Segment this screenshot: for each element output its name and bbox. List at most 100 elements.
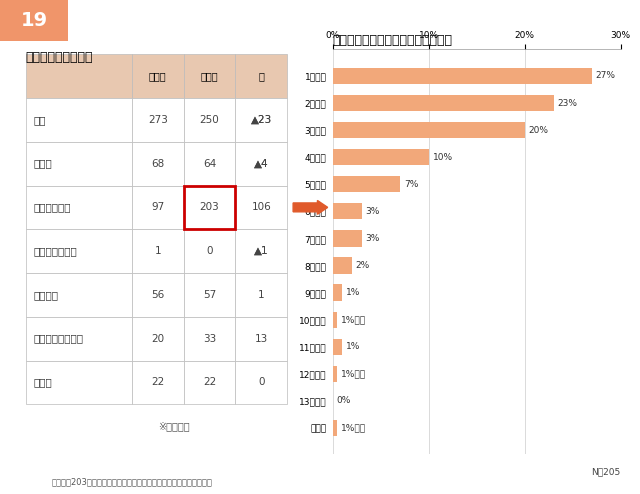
Text: 20%: 20%	[529, 125, 548, 134]
Text: 23%: 23%	[557, 98, 577, 108]
Bar	[132, 229, 184, 273]
Text: 0: 0	[258, 377, 264, 387]
Bar	[236, 98, 287, 142]
Text: 64: 64	[203, 159, 216, 168]
Bar	[333, 122, 525, 138]
Bar	[333, 203, 362, 219]
Bar	[26, 186, 132, 229]
Bar	[333, 149, 429, 165]
Text: 1%未満: 1%未満	[340, 315, 365, 324]
Text: 借り上げタクシー: 借り上げタクシー	[33, 333, 84, 344]
Bar	[184, 98, 236, 142]
Bar	[132, 142, 184, 186]
Text: ▲4: ▲4	[254, 159, 269, 168]
Text: 徒歩: 徒歩	[33, 115, 46, 125]
Text: 1%未満: 1%未満	[340, 423, 365, 432]
Bar	[132, 54, 184, 98]
Bar	[333, 366, 337, 382]
Bar	[26, 142, 132, 186]
Bar	[236, 54, 287, 98]
Bar	[333, 95, 554, 111]
Text: 統合前: 統合前	[149, 71, 166, 81]
Text: 250: 250	[200, 115, 220, 125]
Text: 27%: 27%	[596, 72, 616, 81]
Bar	[132, 361, 184, 404]
Bar	[333, 312, 337, 328]
Text: 3%: 3%	[365, 207, 380, 216]
Text: 3%: 3%	[365, 234, 380, 243]
Text: 22: 22	[151, 377, 164, 387]
Text: 自転車: 自転車	[33, 159, 52, 168]
Text: 19: 19	[20, 11, 47, 30]
Text: 1: 1	[258, 290, 264, 300]
Text: 13: 13	[255, 333, 268, 344]
Text: スクールポート: スクールポート	[33, 246, 77, 256]
Bar	[236, 361, 287, 404]
Bar	[236, 142, 287, 186]
Text: 2%: 2%	[356, 261, 370, 270]
Text: ※複数回答: ※複数回答	[158, 421, 190, 431]
Text: 56: 56	[151, 290, 164, 300]
Text: ▲4: ▲4	[254, 159, 269, 168]
Text: 0%: 0%	[337, 396, 351, 406]
Bar	[333, 420, 337, 436]
Text: 路線バス: 路線バス	[33, 290, 59, 300]
Bar	[26, 361, 132, 404]
Bar	[26, 54, 132, 98]
Bar	[333, 338, 342, 355]
Bar	[333, 285, 342, 301]
Text: N＝205: N＝205	[591, 467, 621, 476]
Text: ▲1: ▲1	[254, 246, 269, 256]
Bar	[0, 0, 68, 41]
Bar	[333, 230, 362, 247]
Bar	[26, 98, 132, 142]
Bar	[184, 273, 236, 317]
Bar	[184, 54, 236, 98]
Text: 設定されているスクールバス路線数: 設定されているスクールバス路線数	[333, 34, 453, 47]
Text: 統合に伴う通学手段の変化: 統合に伴う通学手段の変化	[80, 13, 189, 28]
Text: 統合前後の通学手段: 統合前後の通学手段	[26, 51, 93, 64]
Text: 1: 1	[154, 246, 161, 256]
Bar	[236, 273, 287, 317]
Bar	[333, 257, 352, 274]
Text: スクールバス: スクールバス	[33, 203, 71, 212]
Bar	[236, 317, 287, 361]
Text: 1%: 1%	[346, 288, 360, 297]
Text: ▲23: ▲23	[251, 115, 272, 125]
Bar	[333, 176, 400, 192]
Text: 差: 差	[259, 71, 264, 81]
Bar	[26, 273, 132, 317]
Bar	[236, 186, 287, 229]
Bar	[184, 142, 236, 186]
Text: 57: 57	[203, 290, 216, 300]
Bar	[184, 361, 236, 404]
Text: 68: 68	[151, 159, 164, 168]
Text: 1%: 1%	[346, 342, 360, 351]
Bar	[184, 229, 236, 273]
Text: ▲23: ▲23	[251, 115, 272, 125]
Text: 22: 22	[203, 377, 216, 387]
Text: ▲1: ▲1	[254, 246, 269, 256]
Text: 97: 97	[151, 203, 164, 212]
Bar	[132, 317, 184, 361]
Text: 20: 20	[151, 333, 164, 344]
Text: 10%: 10%	[433, 153, 452, 162]
Bar	[333, 68, 592, 84]
Bar	[184, 186, 236, 229]
Bar	[184, 186, 236, 229]
Bar	[132, 98, 184, 142]
Bar	[132, 186, 184, 229]
Text: 203: 203	[200, 203, 220, 212]
Bar	[184, 317, 236, 361]
Text: その他: その他	[33, 377, 52, 387]
Text: 1%未満: 1%未満	[340, 370, 365, 378]
Text: 統合後: 統合後	[201, 71, 218, 81]
Bar	[132, 273, 184, 317]
Text: 〈事例数203件における統合後にスクールバスを使用している事例〉: 〈事例数203件における統合後にスクールバスを使用している事例〉	[51, 477, 212, 486]
Bar	[26, 229, 132, 273]
Bar	[236, 229, 287, 273]
Text: 106: 106	[252, 203, 271, 212]
Text: 33: 33	[203, 333, 216, 344]
Text: 273: 273	[148, 115, 168, 125]
Bar	[26, 317, 132, 361]
